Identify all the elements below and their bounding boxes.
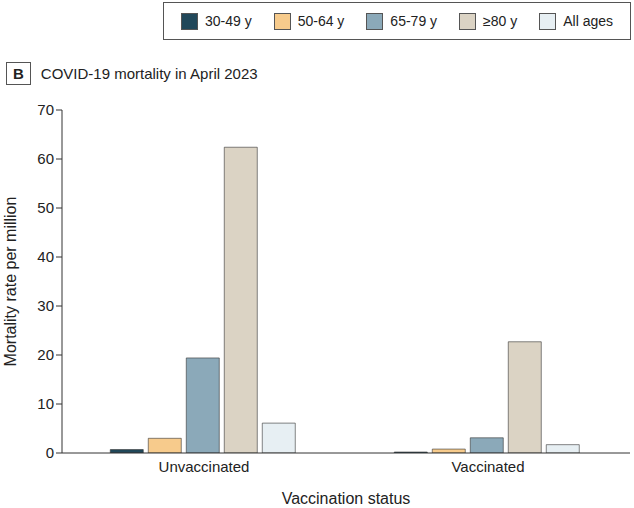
html-text:All ages: All ages (563, 13, 613, 29)
svg-text:Vaccination status: Vaccination status (282, 490, 411, 507)
html-text:COVID-19 mortality in April 20: COVID-19 mortality in April 2023 (40, 65, 258, 82)
svg-text:Vaccinated: Vaccinated (451, 458, 524, 475)
svg-text:30: 30 (37, 297, 54, 314)
html-text:30-49 y: 30-49 y (205, 13, 252, 29)
svg-text:10: 10 (37, 395, 54, 412)
svg-text:50: 50 (37, 199, 54, 216)
svg-text:60: 60 (37, 150, 54, 167)
svg-text:40: 40 (37, 248, 54, 265)
html-text:65-79 y: 65-79 y (390, 13, 438, 29)
svg-text:0: 0 (46, 444, 54, 461)
html-text:B: B (13, 65, 24, 82)
svg-text:70: 70 (37, 101, 54, 118)
html-text:≥80 y: ≥80 y (483, 13, 518, 29)
html-text:50-64 y: 50-64 y (297, 13, 345, 29)
svg-text:Unvaccinated: Unvaccinated (159, 458, 250, 475)
svg-text:Mortality rate per million: Mortality rate per million (8, 197, 19, 367)
svg-text:20: 20 (37, 346, 54, 363)
